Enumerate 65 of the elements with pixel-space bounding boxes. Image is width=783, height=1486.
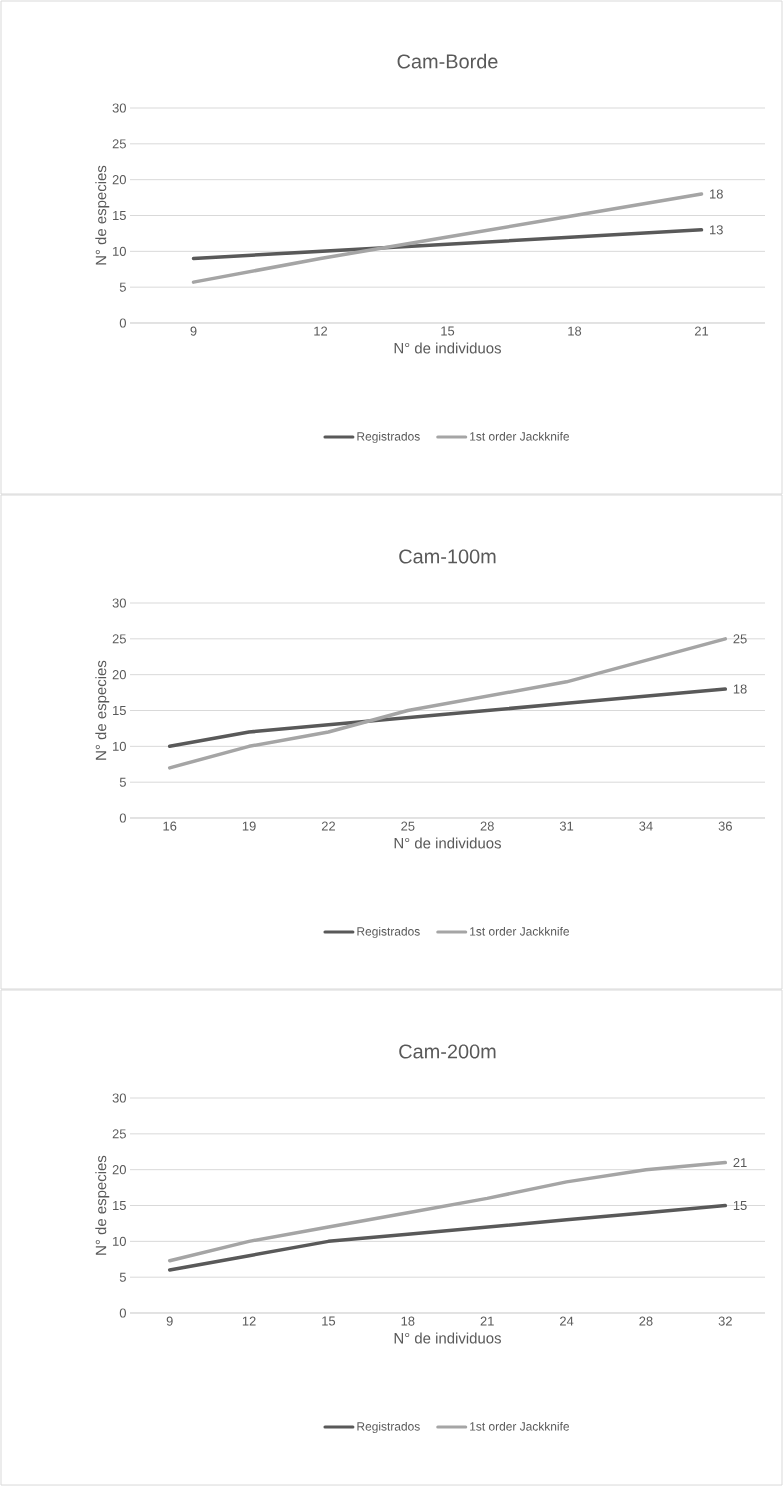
x-tick-label: 15: [441, 326, 455, 336]
x-tick-label: 34: [639, 821, 653, 831]
x-axis-title: N° de individuos: [394, 342, 501, 354]
x-tick-label: 21: [694, 326, 709, 336]
legend-label: Registrados: [357, 431, 420, 444]
y-tick-label: 10: [113, 1236, 126, 1246]
legend-label: Registrados: [357, 1421, 420, 1434]
x-tick-label: 15: [322, 1316, 336, 1326]
legend-label: 1st order Jackknife: [470, 926, 569, 936]
data-label: 21: [733, 1157, 747, 1168]
y-axis-title: N° de especies: [95, 660, 110, 760]
y-tick-label: 30: [112, 1093, 126, 1103]
y-tick-label: 10: [113, 246, 126, 256]
y-tick-label: 5: [119, 1272, 126, 1282]
x-tick-label: 9: [190, 326, 197, 336]
x-tick-label: 21: [480, 1316, 494, 1326]
x-axis-title: N° de individuos: [394, 1332, 501, 1344]
chart-title: Cam-Borde: [397, 53, 498, 69]
data-label: 15: [733, 1201, 747, 1211]
data-label: 13: [710, 225, 723, 235]
x-tick-label: 18: [401, 1316, 415, 1326]
x-tick-label: 12: [314, 326, 328, 336]
legend-label: 1st order Jackknife: [470, 1421, 569, 1431]
x-tick-label: 36: [718, 821, 732, 831]
y-tick-label: 20: [112, 670, 126, 680]
x-tick-label: 24: [560, 1316, 574, 1326]
data-label: 25: [733, 634, 747, 644]
legend-label: Registrados: [357, 926, 420, 939]
y-tick-label: 25: [112, 634, 126, 644]
x-tick-label: 19: [242, 821, 256, 831]
y-tick-label: 15: [113, 1201, 126, 1211]
chart-title: Cam-100m: [399, 549, 496, 564]
x-tick-label: 28: [639, 1316, 653, 1326]
x-tick-label: 18: [568, 326, 582, 336]
y-tick-label: 10: [113, 741, 126, 751]
y-tick-label: 25: [112, 139, 126, 149]
x-tick-label: 32: [718, 1316, 732, 1326]
y-tick-label: 30: [112, 598, 126, 608]
line-series: [191, 192, 704, 284]
legend-label: 1st order Jackknife: [470, 431, 569, 441]
y-tick-label: 30: [112, 103, 126, 113]
y-axis-title: N° de especies: [95, 165, 110, 265]
x-tick-label: 16: [163, 821, 177, 831]
line-series: [167, 1160, 728, 1263]
y-tick-label: 20: [112, 175, 126, 185]
y-tick-label: 25: [112, 1129, 126, 1139]
x-axis-title: N° de individuos: [394, 837, 501, 849]
chart-title: Cam-200m: [399, 1044, 496, 1059]
y-tick-label: 5: [119, 282, 126, 292]
y-tick-label: 0: [119, 318, 126, 328]
x-tick-label: 28: [480, 821, 494, 831]
x-tick-label: 12: [242, 1316, 256, 1326]
data-label: 18: [733, 684, 747, 694]
y-tick-label: 5: [119, 777, 126, 787]
x-tick-label: 22: [321, 821, 335, 831]
y-axis-title: N° de especies: [95, 1155, 110, 1255]
x-tick-label: 9: [166, 1316, 173, 1326]
y-tick-label: 15: [113, 705, 126, 716]
y-tick-label: 15: [113, 210, 126, 221]
y-tick-label: 0: [119, 1308, 126, 1318]
x-tick-label: 31: [559, 821, 574, 831]
y-tick-label: 20: [112, 1165, 126, 1175]
y-tick-label: 0: [119, 813, 126, 823]
x-tick-label: 25: [401, 821, 415, 831]
data-label: 18: [710, 189, 723, 199]
